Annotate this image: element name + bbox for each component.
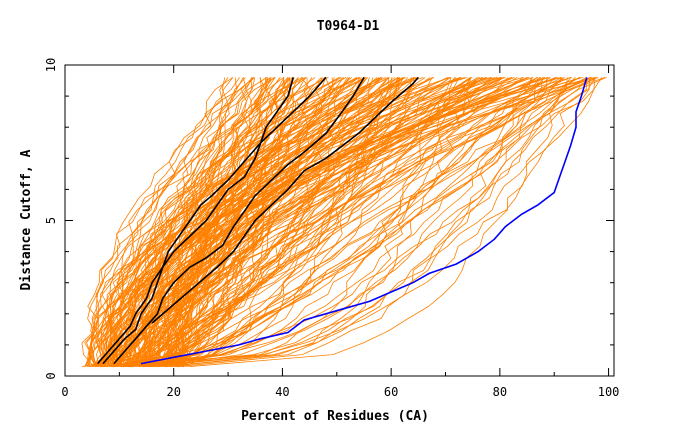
- model-series-line: [131, 77, 581, 367]
- model-series-line: [129, 77, 247, 367]
- model-series-line: [94, 77, 313, 368]
- model-series-line: [108, 77, 448, 367]
- model-series-line: [182, 77, 590, 368]
- model-series-line: [104, 77, 509, 368]
- x-tick-label: 40: [275, 385, 289, 399]
- model-series-line: [111, 77, 515, 367]
- x-tick-label: 100: [598, 385, 620, 399]
- y-axis-label: Distance Cutoff, A: [19, 149, 34, 290]
- model-series-line: [84, 77, 366, 367]
- model-series-line: [154, 77, 528, 368]
- model-series-line: [163, 77, 580, 367]
- model-series-line: [183, 77, 556, 368]
- model-series-line: [158, 77, 568, 368]
- model-series-line: [117, 77, 350, 367]
- model-series-line: [180, 77, 307, 367]
- y-tick-label: 5: [44, 217, 58, 224]
- model-series-line: [116, 77, 382, 367]
- chart-title: T0964-D1: [317, 19, 380, 34]
- model-series-line: [142, 77, 348, 368]
- model-series-line: [89, 77, 306, 367]
- model-series-line: [170, 77, 255, 367]
- model-series-line: [147, 77, 548, 368]
- model-series-line: [111, 77, 525, 367]
- model-series-line: [97, 77, 281, 368]
- model-series-line: [153, 77, 596, 368]
- model-series-line: [126, 77, 253, 368]
- model-series-line: [157, 77, 546, 368]
- model-series-line: [95, 77, 461, 367]
- model-series-line: [154, 77, 401, 368]
- model-series-line: [121, 77, 603, 368]
- model-series-line: [92, 77, 550, 367]
- model-series-line: [165, 77, 478, 368]
- model-series-line: [111, 77, 335, 367]
- model-series-line: [158, 77, 364, 367]
- model-series-line: [110, 77, 393, 367]
- model-series-line: [161, 77, 462, 367]
- bulk-series-group: [81, 77, 607, 368]
- model-series-line: [162, 77, 558, 367]
- model-series-line: [138, 77, 460, 368]
- model-series-line: [156, 77, 289, 367]
- x-tick-label: 60: [384, 385, 398, 399]
- model-series-line: [119, 77, 340, 367]
- model-series-line: [188, 77, 576, 368]
- model-series-line: [156, 77, 571, 367]
- highlighted-series-group: [96, 76, 588, 365]
- model-series-line: [175, 77, 291, 368]
- model-series-line: [148, 77, 483, 367]
- model-series-line: [127, 77, 559, 367]
- model-series-line: [130, 77, 591, 368]
- model-series-line: [101, 77, 596, 368]
- model-series-line: [177, 77, 532, 368]
- highlighted-series-line-1: [102, 77, 295, 365]
- model-series-line: [167, 77, 378, 367]
- model-series-line: [81, 77, 329, 367]
- model-series-line: [96, 77, 234, 367]
- model-series-line: [122, 77, 358, 367]
- y-tick-label: 0: [44, 372, 58, 379]
- model-series-line: [175, 77, 457, 367]
- model-series-line: [174, 77, 433, 368]
- model-series-line: [147, 77, 275, 367]
- model-series-line: [123, 77, 299, 368]
- highlighted-series-line-2: [96, 76, 327, 365]
- tick-labels: 0 20 40 60 80 100 0 5 10: [44, 58, 619, 399]
- x-axis-label: Percent of Residues (CA): [241, 409, 429, 424]
- model-series-line: [171, 77, 323, 368]
- x-tick-label: 20: [166, 385, 180, 399]
- model-series-line: [112, 77, 452, 368]
- model-series-line: [146, 77, 361, 367]
- model-series-line: [164, 77, 472, 367]
- model-series-line: [151, 77, 398, 368]
- model-series-line: [150, 77, 406, 367]
- highlighted-series-line-5: [140, 77, 588, 365]
- model-series-line: [91, 77, 361, 367]
- model-series-line: [90, 77, 549, 367]
- model-series-line: [92, 77, 246, 367]
- highlighted-series-line-3: [113, 76, 365, 365]
- model-series-line: [84, 77, 303, 367]
- model-series-line: [143, 77, 572, 368]
- x-tick-label: 0: [61, 385, 68, 399]
- model-series-line: [124, 77, 472, 368]
- model-series-line: [158, 77, 563, 367]
- model-series-line: [149, 77, 543, 368]
- highlighted-series-line-4: [151, 76, 419, 324]
- model-series-line: [104, 77, 293, 367]
- model-series-line: [90, 77, 501, 367]
- model-series-line: [179, 77, 597, 367]
- model-series-line: [162, 77, 401, 368]
- model-series-line: [164, 77, 455, 368]
- model-series-line: [113, 77, 562, 367]
- x-tick-label: 80: [493, 385, 507, 399]
- y-tick-label: 10: [44, 58, 58, 72]
- axis-ticks: [64, 64, 614, 377]
- model-series-line: [151, 77, 418, 368]
